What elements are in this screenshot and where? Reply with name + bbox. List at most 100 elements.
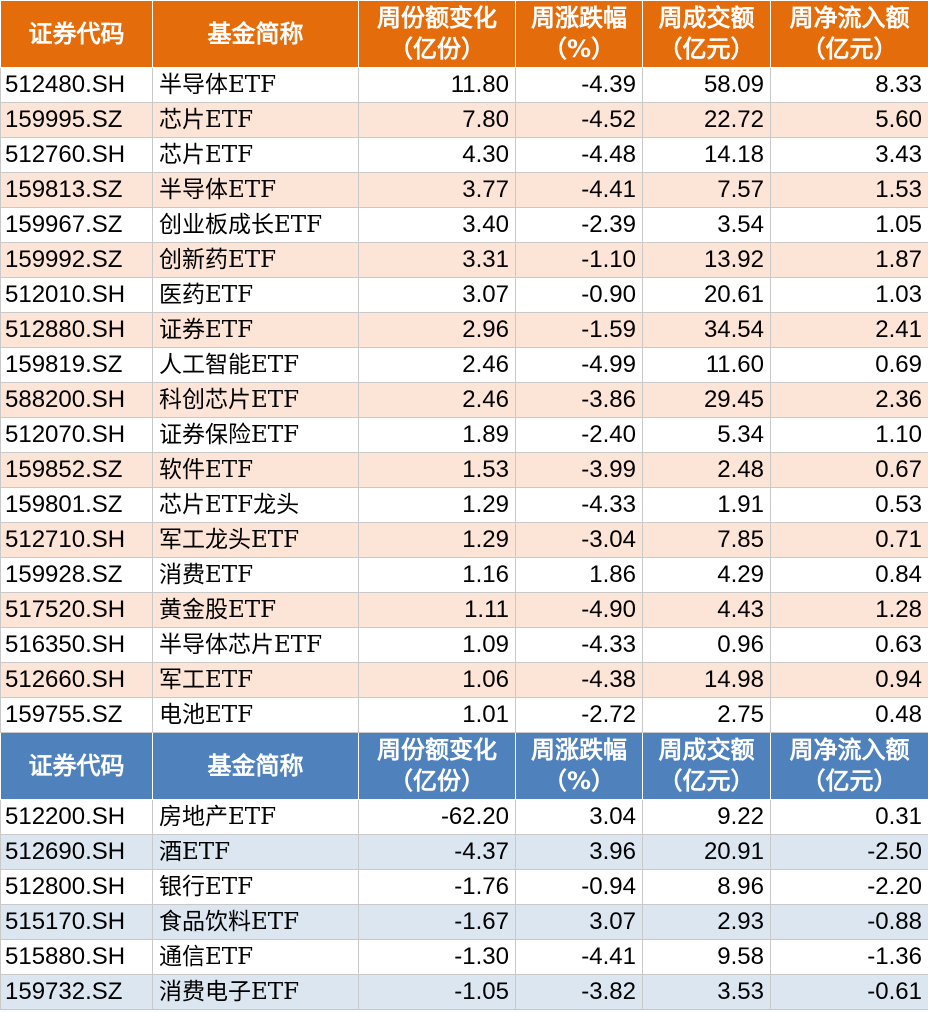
- table-row: 512760.SH 芯片ETF 4.30 -4.48 14.18 3.43: [0, 137, 928, 173]
- turnover-cell: 9.58: [642, 939, 771, 975]
- net-inflow-cell: 0.94: [770, 662, 928, 698]
- change-pct-cell: -4.33: [515, 627, 643, 663]
- change-pct-cell: -4.90: [515, 592, 643, 628]
- code-cell: 588200.SH: [0, 382, 153, 418]
- outflow-header: 证券代码 基金简称 周份额变化 （亿份） 周涨跌幅 （%） 周成交额 （亿元） 周净流…: [0, 732, 928, 800]
- share-change-cell: 1.53: [358, 452, 516, 488]
- col-header-turnover: 周成交额 （亿元）: [642, 0, 771, 68]
- turnover-cell: 34.54: [642, 312, 771, 348]
- code-cell: 512800.SH: [0, 869, 153, 905]
- turnover-cell: 4.43: [642, 592, 771, 628]
- code-cell: 515170.SH: [0, 904, 153, 940]
- change-pct-cell: -4.48: [515, 137, 643, 173]
- col-header-code: 证券代码: [0, 732, 153, 800]
- name-cell: 消费ETF: [152, 557, 359, 593]
- change-pct-cell: -0.94: [515, 869, 643, 905]
- name-cell: 证券保险ETF: [152, 417, 359, 453]
- name-cell: 食品饮料ETF: [152, 904, 359, 940]
- table-row: 159852.SZ 软件ETF 1.53 -3.99 2.48 0.67: [0, 452, 928, 488]
- share-change-cell: 1.01: [358, 697, 516, 733]
- share-change-cell: 7.80: [358, 102, 516, 138]
- table-row: 159995.SZ 芯片ETF 7.80 -4.52 22.72 5.60: [0, 102, 928, 138]
- change-pct-cell: 3.04: [515, 799, 643, 835]
- turnover-cell: 8.96: [642, 869, 771, 905]
- name-cell: 证券ETF: [152, 312, 359, 348]
- share-change-cell: 1.29: [358, 522, 516, 558]
- name-cell: 房地产ETF: [152, 799, 359, 835]
- net-inflow-cell: -2.50: [770, 834, 928, 870]
- name-cell: 军工龙头ETF: [152, 522, 359, 558]
- turnover-cell: 9.22: [642, 799, 771, 835]
- code-cell: 159967.SZ: [0, 207, 153, 243]
- col-header-share-change: 周份额变化 （亿份）: [358, 0, 516, 68]
- change-pct-cell: -2.72: [515, 697, 643, 733]
- name-cell: 消费电子ETF: [152, 974, 359, 1010]
- share-change-cell: 1.11: [358, 592, 516, 628]
- net-inflow-cell: -1.36: [770, 939, 928, 975]
- turnover-cell: 2.93: [642, 904, 771, 940]
- code-cell: 512480.SH: [0, 67, 153, 103]
- net-inflow-cell: 0.67: [770, 452, 928, 488]
- code-cell: 512690.SH: [0, 834, 153, 870]
- name-cell: 黄金股ETF: [152, 592, 359, 628]
- change-pct-cell: -2.39: [515, 207, 643, 243]
- share-change-cell: 1.09: [358, 627, 516, 663]
- col-header-net-inflow: 周净流入额 （亿元）: [770, 732, 928, 800]
- turnover-cell: 13.92: [642, 242, 771, 278]
- inflow-rows: 512480.SH 半导体ETF 11.80 -4.39 58.09 8.33 159995…: [0, 67, 928, 733]
- turnover-cell: 11.60: [642, 347, 771, 383]
- turnover-cell: 1.91: [642, 487, 771, 523]
- table-row: 159755.SZ 电池ETF 1.01 -2.72 2.75 0.48: [0, 697, 928, 733]
- col-header-name: 基金简称: [152, 0, 359, 68]
- code-cell: 512710.SH: [0, 522, 153, 558]
- change-pct-cell: -4.33: [515, 487, 643, 523]
- share-change-cell: 1.89: [358, 417, 516, 453]
- change-pct-cell: -4.99: [515, 347, 643, 383]
- table-row: 512200.SH 房地产ETF -62.20 3.04 9.22 0.31: [0, 799, 928, 835]
- table-row: 517520.SH 黄金股ETF 1.11 -4.90 4.43 1.28: [0, 592, 928, 628]
- share-change-cell: 3.77: [358, 172, 516, 208]
- code-cell: 512200.SH: [0, 799, 153, 835]
- change-pct-cell: -3.86: [515, 382, 643, 418]
- table-row: 515880.SH 通信ETF -1.30 -4.41 9.58 -1.36: [0, 939, 928, 975]
- share-change-cell: 2.46: [358, 382, 516, 418]
- change-pct-cell: -0.90: [515, 277, 643, 313]
- table-row: 512660.SH 军工ETF 1.06 -4.38 14.98 0.94: [0, 662, 928, 698]
- net-inflow-cell: 1.53: [770, 172, 928, 208]
- change-pct-cell: 1.86: [515, 557, 643, 593]
- code-cell: 515880.SH: [0, 939, 153, 975]
- table-row: 512800.SH 银行ETF -1.76 -0.94 8.96 -2.20: [0, 869, 928, 905]
- turnover-cell: 14.18: [642, 137, 771, 173]
- change-pct-cell: -2.40: [515, 417, 643, 453]
- share-change-cell: -1.76: [358, 869, 516, 905]
- share-change-cell: 3.40: [358, 207, 516, 243]
- net-inflow-cell: 5.60: [770, 102, 928, 138]
- name-cell: 软件ETF: [152, 452, 359, 488]
- name-cell: 酒ETF: [152, 834, 359, 870]
- table-row: 512880.SH 证券ETF 2.96 -1.59 34.54 2.41: [0, 312, 928, 348]
- share-change-cell: -1.05: [358, 974, 516, 1010]
- name-cell: 创新药ETF: [152, 242, 359, 278]
- table-row: 516350.SH 半导体芯片ETF 1.09 -4.33 0.96 0.63: [0, 627, 928, 663]
- turnover-cell: 14.98: [642, 662, 771, 698]
- code-cell: 159813.SZ: [0, 172, 153, 208]
- change-pct-cell: 3.96: [515, 834, 643, 870]
- share-change-cell: 11.80: [358, 67, 516, 103]
- share-change-cell: 1.16: [358, 557, 516, 593]
- turnover-cell: 3.53: [642, 974, 771, 1010]
- header-row: 证券代码 基金简称 周份额变化 （亿份） 周涨跌幅 （%） 周成交额 （亿元） 周净流…: [0, 732, 928, 800]
- name-cell: 芯片ETF: [152, 137, 359, 173]
- net-inflow-cell: 3.43: [770, 137, 928, 173]
- col-header-name: 基金简称: [152, 732, 359, 800]
- table-row: 159819.SZ 人工智能ETF 2.46 -4.99 11.60 0.69: [0, 347, 928, 383]
- table-row: 159967.SZ 创业板成长ETF 3.40 -2.39 3.54 1.05: [0, 207, 928, 243]
- code-cell: 159852.SZ: [0, 452, 153, 488]
- table-row: 512690.SH 酒ETF -4.37 3.96 20.91 -2.50: [0, 834, 928, 870]
- net-inflow-cell: 0.84: [770, 557, 928, 593]
- net-inflow-cell: 2.36: [770, 382, 928, 418]
- name-cell: 半导体ETF: [152, 67, 359, 103]
- code-cell: 512010.SH: [0, 277, 153, 313]
- table-row: 512480.SH 半导体ETF 11.80 -4.39 58.09 8.33: [0, 67, 928, 103]
- change-pct-cell: -1.10: [515, 242, 643, 278]
- name-cell: 芯片ETF: [152, 102, 359, 138]
